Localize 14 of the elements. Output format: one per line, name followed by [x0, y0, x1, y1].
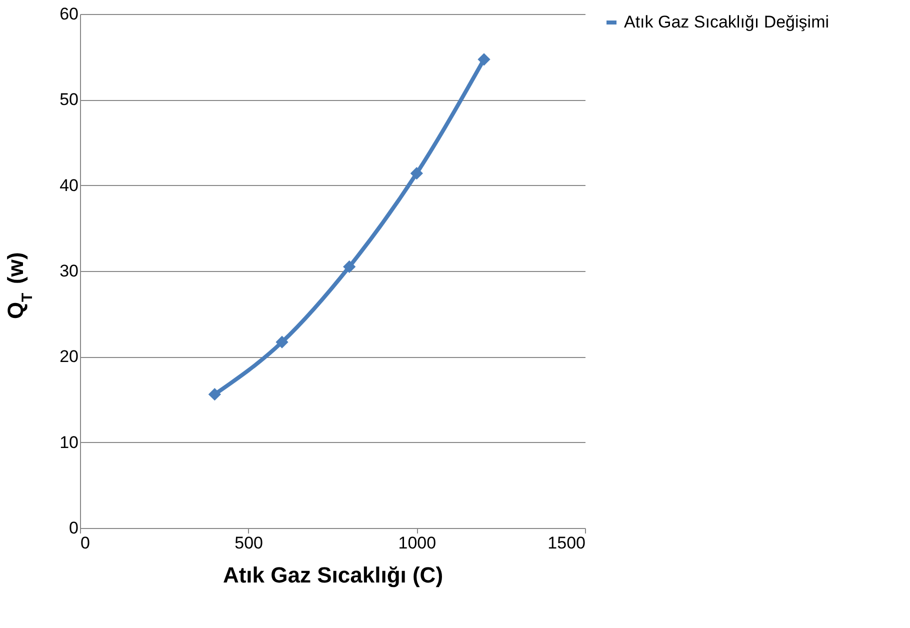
y-tick-label: 10	[60, 432, 78, 452]
x-axis-title: Atık Gaz Sıcaklığı (C)	[222, 562, 444, 588]
y-tick-label: 60	[60, 4, 78, 24]
x-tick-label: 0	[80, 534, 90, 552]
y-axis-title: QT (w)	[3, 252, 36, 319]
y-tick-label: 50	[60, 90, 78, 110]
y-tick-label: 40	[60, 176, 78, 195]
x-tick-label: 500	[234, 534, 264, 552]
legend-label: Atık Gaz Sıcaklığı Değişimi	[624, 12, 830, 32]
y-tick-label: 20	[60, 347, 78, 366]
y-tick-label: 30	[60, 262, 78, 280]
y-tick-label: 0	[69, 518, 78, 538]
x-tick-label: 1000	[398, 534, 436, 552]
x-tick-label: 1500	[548, 534, 586, 552]
